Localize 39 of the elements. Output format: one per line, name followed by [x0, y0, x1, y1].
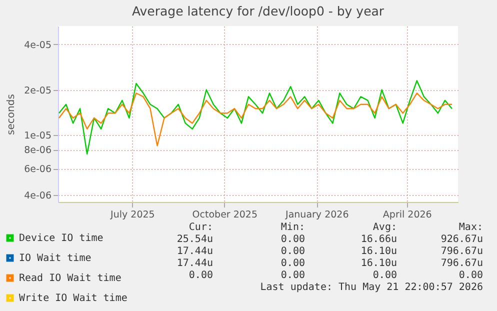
- text: 0.00: [188, 270, 213, 281]
- legend-label: IO Wait time: [19, 253, 92, 264]
- text: 0.00: [458, 270, 483, 281]
- line-series: [58, 80, 453, 155]
- y-axis-title: seconds: [6, 94, 18, 135]
- text: 0.00: [280, 258, 305, 269]
- legend-label: Device IO time: [19, 233, 104, 244]
- text: Min:: [280, 222, 305, 233]
- y-tick-label: 8e-06: [24, 145, 52, 156]
- legend-label: Read IO Wait time: [19, 273, 122, 284]
- legend-label: Write IO Wait time: [19, 293, 128, 304]
- text: 0.00: [280, 246, 305, 257]
- text: Cur:: [188, 222, 213, 233]
- y-tick-label: 6e-06: [24, 164, 52, 176]
- text: 17.44u: [176, 246, 213, 257]
- text: 926.67u: [440, 234, 483, 245]
- y-tick-label: 4e-06: [24, 190, 52, 202]
- text: 0.00: [372, 270, 397, 281]
- text: 17.44u: [176, 258, 213, 269]
- y-tick-label: 1e-05: [24, 130, 52, 142]
- text: 16.66u: [360, 234, 397, 245]
- text: Max:: [458, 222, 483, 233]
- text: 16.10u: [360, 258, 397, 269]
- text: 0.00: [280, 270, 305, 281]
- x-tick-label: July 2025: [110, 210, 155, 220]
- y-tick-label: 4e-05: [24, 40, 52, 51]
- line-series: [58, 92, 453, 146]
- text: Last update: Thu May 21 22:00:57 2026: [260, 282, 483, 293]
- text: 0.00: [280, 234, 305, 245]
- x-tick-label: January 2026: [284, 210, 349, 220]
- y-tick-label: 2e-05: [24, 85, 52, 96]
- text: 25.54u: [176, 234, 213, 245]
- text: 796.67u: [440, 258, 483, 269]
- text: 796.67u: [440, 246, 483, 257]
- x-tick-label: October 2025: [192, 210, 258, 220]
- chart-title: Average latency for /dev/loop0 - by year: [132, 4, 385, 18]
- x-tick-label: April 2026: [382, 210, 432, 220]
- text: 16.10u: [360, 246, 397, 257]
- text: Avg:: [372, 222, 397, 233]
